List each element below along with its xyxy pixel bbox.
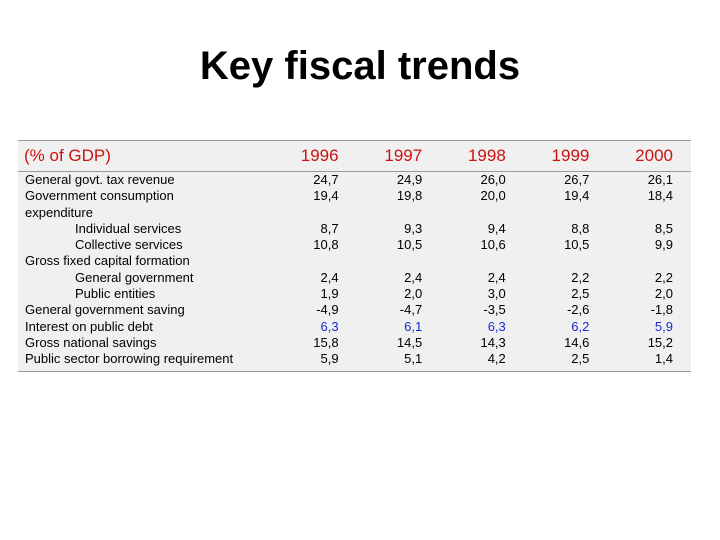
row-value: 2,5: [571, 351, 590, 367]
row-value: 18,4: [647, 188, 673, 204]
row-value: -4,7: [399, 302, 423, 318]
table-row: Public sector borrowing requirement 5,9 5,…: [18, 351, 691, 370]
row-label: General govt. tax revenue: [25, 172, 175, 187]
row-value: 3,0: [487, 286, 506, 302]
row-value: 10,5: [564, 237, 590, 253]
fiscal-table-container: (% of GDP) 1996 1997 1998 1999 2000 Gene…: [18, 140, 691, 372]
fiscal-trends-table: (% of GDP) 1996 1997 1998 1999 2000 Gene…: [18, 141, 691, 371]
row-value: 6,3: [487, 318, 506, 334]
row-value: 14,5: [396, 334, 423, 350]
header-year: 1996: [273, 141, 357, 172]
row-value: 6,2: [571, 318, 590, 334]
table-row: Individual services 8,7 9,3 9,4 8,8 8,5: [18, 221, 691, 237]
row-value: [440, 253, 524, 269]
header-year: 2000: [607, 141, 691, 172]
table-row: General government 2,4 2,4 2,4 2,2 2,2: [18, 270, 691, 286]
row-value: 2,5: [571, 286, 590, 302]
row-value: 5,9: [654, 318, 673, 334]
row-value: [524, 205, 608, 221]
row-value: 24,9: [396, 172, 423, 187]
row-value: 10,5: [396, 237, 423, 253]
row-value: 2,4: [404, 269, 423, 285]
row-value: 2,0: [654, 286, 673, 302]
row-value: 8,5: [654, 220, 673, 236]
table-row: Government consumption 19,4 19,8 20,0 19,4 18…: [18, 188, 691, 204]
row-value: 6,1: [404, 318, 423, 334]
row-label: Interest on public debt: [25, 318, 153, 334]
table-row: Interest on public debt 6,3 6,1 6,3 6,2 5,9: [18, 319, 691, 335]
table-row: Collective services 10,8 10,5 10,6 10,5 9,9: [18, 237, 691, 253]
row-value: 24,7: [313, 172, 339, 187]
header-unit-label: (% of GDP): [18, 141, 273, 172]
row-value: 5,9: [320, 351, 339, 367]
row-value: 26,7: [564, 172, 590, 187]
table-header-row: (% of GDP) 1996 1997 1998 1999 2000: [18, 141, 691, 172]
row-value: 14,3: [480, 334, 506, 350]
row-value: 9,3: [404, 220, 423, 236]
row-value: 4,2: [487, 351, 506, 367]
row-value: -1,8: [650, 302, 673, 318]
row-value: [273, 253, 357, 269]
row-value: 9,9: [654, 237, 673, 253]
row-value: 10,8: [313, 237, 339, 253]
row-value: 2,2: [571, 269, 590, 285]
row-value: 26,0: [480, 172, 506, 187]
row-value: 19,4: [313, 188, 339, 204]
row-value: 2,2: [654, 269, 673, 285]
row-value: 8,7: [320, 220, 339, 236]
row-value: 2,4: [320, 269, 339, 285]
row-value: 19,4: [564, 188, 590, 204]
row-value: 8,8: [571, 220, 590, 236]
row-value: -3,5: [483, 302, 506, 318]
row-value: [357, 253, 441, 269]
table-row: expenditure: [18, 205, 691, 221]
row-value: 2,4: [487, 269, 506, 285]
row-value: 1,9: [320, 286, 339, 302]
row-label: expenditure: [25, 204, 93, 220]
row-label: Public entities: [75, 286, 156, 302]
table-row: General government saving -4,9 -4,7 -3,5 -2,…: [18, 302, 691, 318]
header-year: 1999: [523, 141, 608, 172]
row-value: -2,6: [566, 302, 590, 318]
row-label: Individual services: [75, 220, 182, 236]
table-row: Public entities 1,9 2,0 3,0 2,5 2,0: [18, 286, 691, 302]
slide-title: Key fiscal trends: [199, 44, 521, 88]
row-value: [607, 205, 691, 221]
row-value: 14,6: [564, 334, 590, 350]
table-row: Gross national savings 15,8 14,5 14,3 14,6 15…: [18, 335, 691, 351]
header-year: 1998: [440, 141, 524, 172]
row-value: [440, 205, 524, 221]
row-value: [273, 205, 357, 221]
row-value: 19,8: [396, 188, 423, 204]
row-value: 10,6: [480, 237, 506, 253]
row-label: Public sector borrowing requirement: [25, 351, 234, 367]
row-value: 6,3: [320, 318, 339, 334]
row-value: 2,0: [404, 286, 423, 302]
row-value: 20,0: [480, 188, 506, 204]
row-value: 1,4: [654, 351, 673, 367]
table-body: General govt. tax revenue 24,7 24,9 26,0 26,…: [18, 172, 691, 371]
table-row: Gross fixed capital formation: [18, 253, 691, 269]
row-label: Gross fixed capital formation: [25, 253, 190, 269]
row-value: 5,1: [404, 351, 423, 367]
row-value: -4,9: [316, 302, 339, 318]
row-label: Collective services: [75, 237, 183, 253]
row-value: 26,1: [647, 172, 673, 187]
row-label: Gross national savings: [25, 334, 157, 350]
row-value: [524, 253, 608, 269]
row-value: [357, 205, 441, 221]
row-label: General government: [75, 269, 194, 285]
row-value: 15,8: [313, 334, 339, 350]
row-value: 15,2: [647, 334, 673, 350]
row-value: [607, 253, 691, 269]
header-year: 1997: [356, 141, 441, 172]
row-label: General government saving: [25, 302, 185, 318]
row-label: Government consumption: [25, 188, 174, 204]
table-row: General govt. tax revenue 24,7 24,9 26,0 26,…: [18, 172, 691, 189]
row-value: 9,4: [487, 220, 506, 236]
